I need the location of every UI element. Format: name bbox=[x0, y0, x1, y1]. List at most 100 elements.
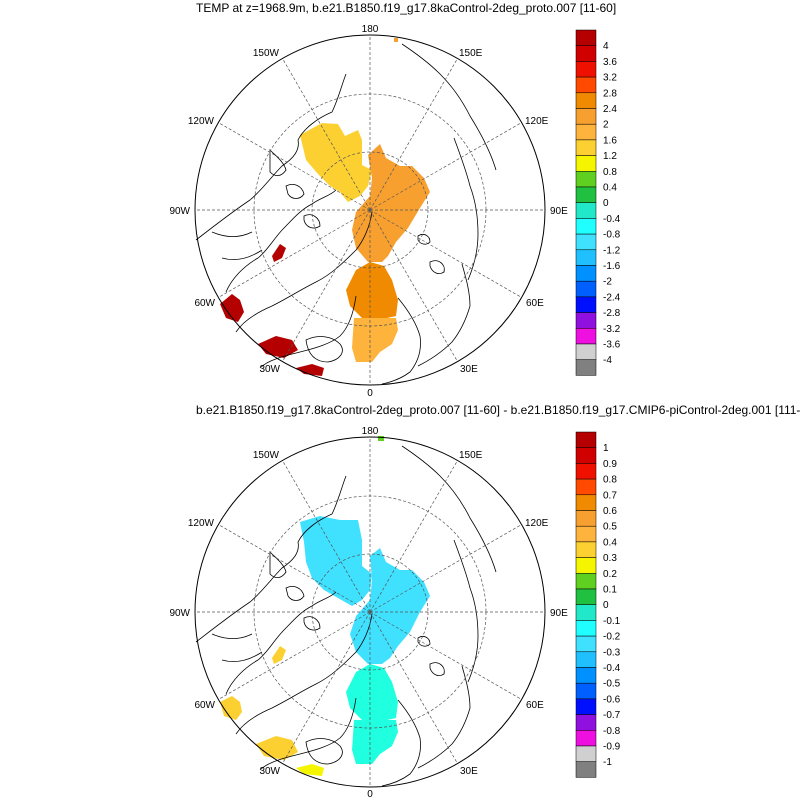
panel-2-fill-iceland-south bbox=[296, 764, 324, 776]
panel-1-longitude-labels: 180 150E 120E 90E 60E 30E 0 30W 60W 90W … bbox=[169, 24, 568, 399]
colorbar-label: 0.8 bbox=[603, 475, 617, 486]
panel-1-fill-central-arctic bbox=[352, 144, 430, 262]
panel-2-lon-150w: 150W bbox=[253, 450, 280, 461]
panel-1-fill-fram-strait bbox=[346, 262, 398, 320]
colorbar-label: -3.2 bbox=[603, 324, 621, 335]
colorbar-label: 0.4 bbox=[603, 183, 617, 194]
panel-2-title: b.e21.B1850.f19_g17.8kaControl-2deg_prot… bbox=[196, 403, 800, 417]
colorbar-label: 0.9 bbox=[603, 459, 617, 470]
colorbar-label: -0.4 bbox=[603, 214, 621, 225]
colorbar-swatch bbox=[575, 651, 597, 668]
panel-2-lon-90w: 90W bbox=[169, 608, 190, 619]
colorbar-label: 1 bbox=[603, 443, 609, 454]
panel-2-lon-120w: 120W bbox=[188, 518, 215, 529]
panel-2-fill-labrador bbox=[220, 696, 242, 720]
colorbar-label: -0.1 bbox=[603, 616, 621, 627]
colorbar-label: 0.6 bbox=[603, 506, 617, 517]
colorbar-swatch bbox=[575, 202, 597, 219]
colorbar-label: 1.2 bbox=[603, 151, 617, 162]
colorbar-swatch bbox=[575, 186, 597, 203]
colorbar-swatch bbox=[575, 730, 597, 747]
colorbar-label: 4 bbox=[603, 41, 609, 52]
panel-2-coastlines bbox=[195, 445, 497, 787]
colorbar-swatch bbox=[575, 249, 597, 266]
colorbar-label: -0.9 bbox=[603, 742, 621, 753]
panel-2-map-boundary bbox=[194, 436, 546, 788]
colorbar-swatch bbox=[575, 745, 597, 762]
colorbar-swatch bbox=[575, 494, 597, 511]
colorbar-label: 0.3 bbox=[603, 553, 617, 564]
colorbar-swatch bbox=[575, 76, 597, 94]
colorbar-swatch bbox=[575, 682, 597, 700]
colorbar-label: -0.4 bbox=[603, 663, 621, 674]
colorbar-swatch bbox=[575, 463, 597, 480]
colorbar-label: -2.4 bbox=[603, 292, 621, 303]
panel-2-graticule bbox=[195, 437, 545, 787]
panel-1-map: 180 150E 120E 90E 60E 30E 0 30W 60W 90W … bbox=[169, 24, 568, 399]
colorbar-swatch bbox=[575, 431, 597, 448]
panel-1-fill-iceland-south bbox=[296, 364, 324, 376]
colorbar-swatch bbox=[575, 620, 597, 637]
colorbar-swatch bbox=[575, 139, 597, 156]
colorbar-swatch bbox=[575, 761, 597, 778]
panel-2-data-fills bbox=[220, 436, 430, 776]
panel-1-fill-baffin bbox=[272, 244, 286, 262]
colorbar-swatch bbox=[575, 541, 597, 558]
panel-2-longitude-labels: 180 150E 120E 90E 60E 30E 0 30W 60W 90W … bbox=[169, 426, 568, 800]
colorbar-swatch bbox=[575, 233, 597, 251]
colorbar-swatch bbox=[575, 45, 597, 62]
panel-2-fill-south-greenland bbox=[256, 736, 298, 760]
colorbar-label: 2 bbox=[603, 120, 609, 131]
panel-2-fill-baffin bbox=[272, 646, 286, 664]
colorbar-label: -0.2 bbox=[603, 632, 621, 643]
colorbar-swatch bbox=[575, 296, 597, 313]
panel-1-fill-labrador bbox=[220, 294, 244, 322]
panel-2-lon-30w: 30W bbox=[259, 766, 280, 777]
panel-1-lon-60e: 60E bbox=[526, 298, 544, 309]
colorbar-swatch bbox=[575, 328, 597, 345]
panel-1-title: TEMP at z=1968.9m, b.e21.B1850.f19_g17.8… bbox=[196, 1, 617, 15]
panel-1-lon-180: 180 bbox=[362, 24, 379, 35]
colorbar-swatch bbox=[575, 635, 597, 653]
panel-1-lon-90w: 90W bbox=[169, 206, 190, 217]
colorbar-label: 0 bbox=[603, 198, 609, 209]
colorbar-swatch bbox=[575, 29, 597, 46]
colorbar-label: -3.6 bbox=[603, 340, 621, 351]
panel-1-lon-90e: 90E bbox=[550, 206, 568, 217]
colorbar-swatch bbox=[575, 61, 597, 78]
colorbar-swatch bbox=[575, 108, 597, 125]
panel-1-coastlines bbox=[195, 43, 497, 385]
panel-2-fill-canada-basin bbox=[300, 516, 372, 606]
colorbar-label: 3.6 bbox=[603, 57, 617, 68]
panel-1-colorbar: 4 3.6 3.2 2.8 2.4 2 1.6 1.2 0.8 0.4 0 -0.4 -0.8 -1.2 -… bbox=[575, 29, 621, 376]
colorbar-swatch bbox=[575, 525, 597, 543]
colorbar-label: 0.5 bbox=[603, 522, 617, 533]
colorbar-label: -0.3 bbox=[603, 647, 621, 658]
colorbar-swatch bbox=[575, 280, 597, 298]
colorbar-label: -0.8 bbox=[603, 230, 621, 241]
colorbar-label: -2.8 bbox=[603, 308, 621, 319]
panel-1-map-boundary bbox=[194, 34, 546, 386]
colorbar-label: -0.5 bbox=[603, 679, 621, 690]
colorbar-label: 0.4 bbox=[603, 537, 617, 548]
colorbar-label: -1.2 bbox=[603, 245, 621, 256]
panel-2-lon-60e: 60E bbox=[526, 700, 544, 711]
panel-2-lon-180: 180 bbox=[362, 426, 379, 437]
panel-1-fill-south-greenland bbox=[258, 336, 298, 358]
panel-2-lon-0: 0 bbox=[367, 789, 373, 800]
colorbar-swatch bbox=[575, 573, 597, 590]
colorbar-label: 0.7 bbox=[603, 490, 617, 501]
colorbar-label: 2.4 bbox=[603, 104, 617, 115]
panel-1-fill-bering bbox=[394, 38, 398, 42]
colorbar-label: -1.6 bbox=[603, 261, 621, 272]
panel-1-lon-120e: 120E bbox=[525, 116, 549, 127]
colorbar-label: -0.8 bbox=[603, 726, 621, 737]
colorbar-swatch bbox=[575, 123, 597, 141]
panel-2-map: 180 150E 120E 90E 60E 30E 0 30W 60W 90W … bbox=[169, 426, 568, 800]
panel-1-lon-150e: 150E bbox=[459, 48, 483, 59]
colorbar-swatch bbox=[575, 171, 597, 188]
colorbar-swatch bbox=[575, 588, 597, 605]
panel-2-lon-120e: 120E bbox=[525, 518, 549, 529]
colorbar-label: 0.1 bbox=[603, 585, 617, 596]
